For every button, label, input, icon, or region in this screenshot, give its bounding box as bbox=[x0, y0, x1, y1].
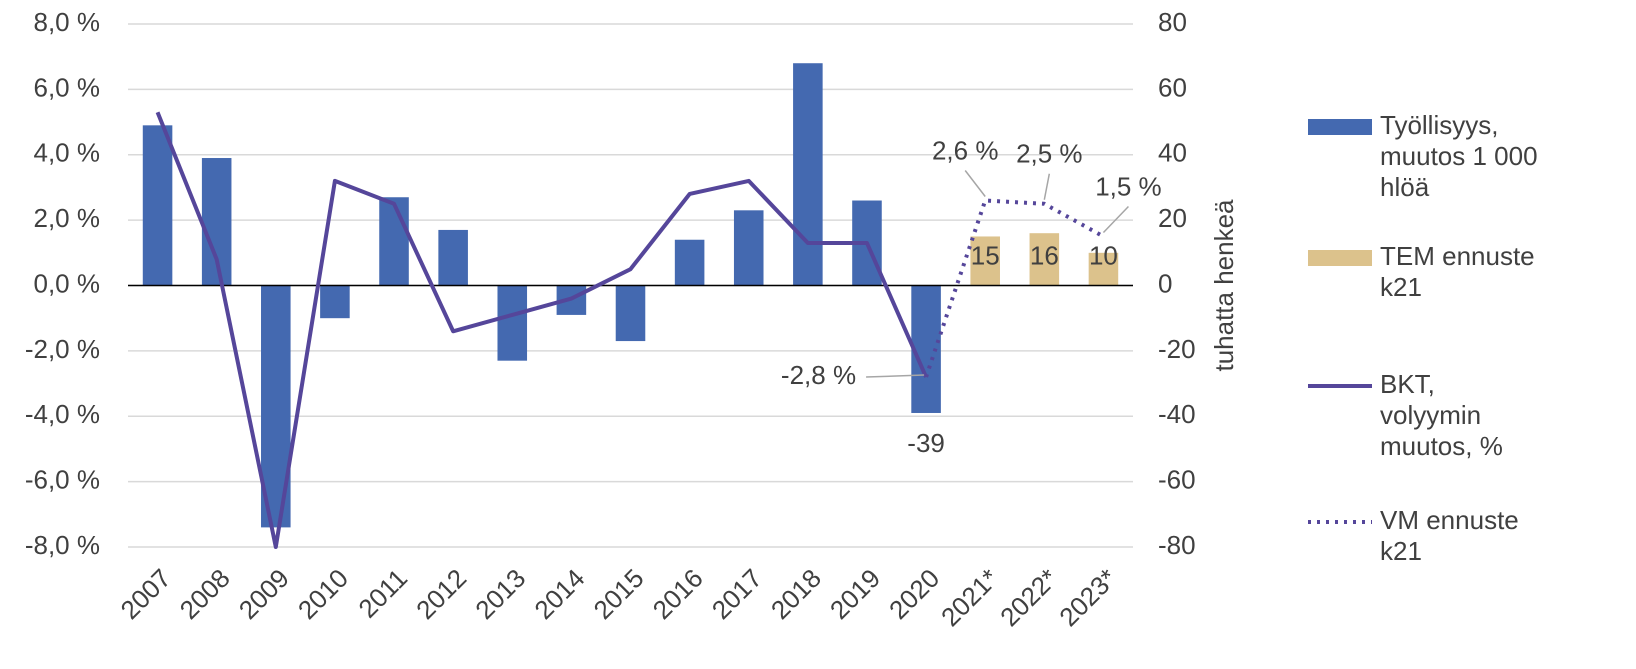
x-tick-label: 2007 bbox=[115, 563, 177, 625]
bar bbox=[733, 210, 764, 286]
y2-tick-label: 0 bbox=[1158, 268, 1172, 298]
y-tick-label: 4,0 % bbox=[34, 138, 101, 168]
x-tick-label: 2017 bbox=[706, 563, 768, 625]
y-tick-label: -2,0 % bbox=[25, 334, 100, 364]
leader-line bbox=[866, 374, 925, 378]
line bbox=[155, 111, 928, 549]
data-label: 10 bbox=[1089, 240, 1118, 270]
x-tick-label: 2015 bbox=[587, 563, 649, 625]
bar bbox=[1029, 233, 1060, 286]
bar bbox=[793, 63, 823, 286]
y-tick-label: 8,0 % bbox=[34, 7, 101, 37]
bar bbox=[438, 229, 468, 286]
x-tick-label: 2021* bbox=[935, 563, 1004, 632]
x-tick-label: 2023* bbox=[1053, 563, 1122, 632]
y2-tick-label: -20 bbox=[1158, 334, 1196, 364]
x-tick-label: 2020 bbox=[883, 563, 945, 625]
bar bbox=[142, 125, 173, 286]
leader-line bbox=[1102, 205, 1129, 233]
x-tick-label: 2008 bbox=[174, 563, 236, 625]
bar bbox=[674, 239, 705, 286]
y2-tick-label: -60 bbox=[1158, 465, 1196, 495]
legend-swatch bbox=[1308, 119, 1372, 135]
data-label: 2,5 % bbox=[1016, 139, 1083, 169]
bar bbox=[497, 285, 528, 361]
x-tick-label: 2018 bbox=[765, 563, 827, 625]
legend-swatch bbox=[1308, 250, 1372, 266]
y-tick-label: -8,0 % bbox=[25, 530, 100, 560]
x-tick-label: 2013 bbox=[469, 563, 531, 625]
x-tick-label: 2010 bbox=[292, 563, 354, 625]
bar bbox=[970, 236, 1000, 286]
bar bbox=[615, 285, 646, 342]
y2-axis-label: tuhatta henkeä bbox=[1209, 199, 1239, 372]
x-tick-label: 2019 bbox=[824, 563, 886, 625]
legend-label: Työllisyys, muutos 1 000 hlöä bbox=[1380, 110, 1538, 202]
bar bbox=[320, 285, 350, 319]
y2-tick-label: 40 bbox=[1158, 138, 1187, 168]
x-tick-label: 2009 bbox=[233, 563, 295, 625]
bar bbox=[1088, 252, 1119, 286]
data-label: 1,5 % bbox=[1095, 171, 1162, 201]
x-tick-label: 2016 bbox=[647, 563, 709, 625]
data-label: -2,8 % bbox=[781, 360, 856, 390]
y2-tick-label: 80 bbox=[1158, 7, 1187, 37]
y2-tick-label: -40 bbox=[1158, 399, 1196, 429]
leader-line bbox=[964, 170, 986, 197]
line bbox=[924, 198, 1105, 378]
data-label: 15 bbox=[971, 240, 1000, 270]
y2-tick-label: 60 bbox=[1158, 72, 1187, 102]
x-tick-label: 2011 bbox=[352, 563, 413, 624]
y2-tick-label: -80 bbox=[1158, 530, 1196, 560]
y-tick-label: 2,0 % bbox=[34, 203, 101, 233]
bar bbox=[379, 197, 409, 286]
y-tick-label: 0,0 % bbox=[34, 268, 101, 298]
y-tick-label: -6,0 % bbox=[25, 465, 100, 495]
x-tick-label: 2012 bbox=[410, 563, 472, 625]
x-tick-label: 2014 bbox=[528, 563, 590, 625]
legend-label: BKT, volyymin muutos, % bbox=[1380, 369, 1503, 461]
legend-label: VM ennuste k21 bbox=[1380, 505, 1519, 566]
data-label: 16 bbox=[1030, 240, 1059, 270]
y2-tick-label: 20 bbox=[1158, 203, 1187, 233]
data-label: 2,6 % bbox=[932, 135, 999, 165]
y-tick-label: -4,0 % bbox=[25, 399, 100, 429]
y-tick-label: 6,0 % bbox=[34, 72, 101, 102]
leader-line bbox=[1043, 173, 1051, 200]
data-label: -39 bbox=[907, 428, 945, 458]
x-tick-label: 2022* bbox=[994, 563, 1063, 632]
legend-label: TEM ennuste k21 bbox=[1380, 241, 1535, 302]
